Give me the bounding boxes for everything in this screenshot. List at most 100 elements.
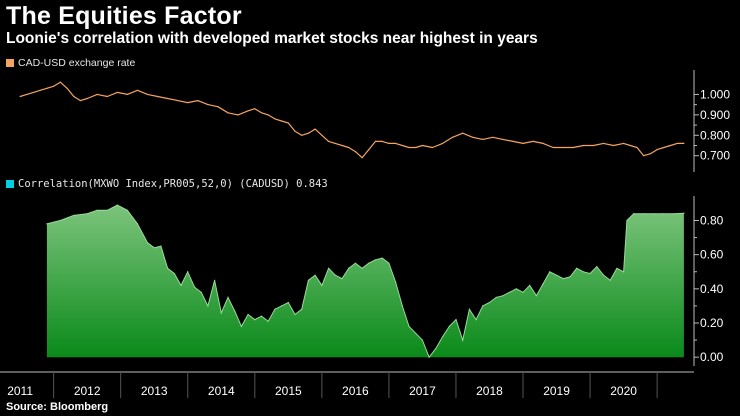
corr-point [73,214,75,216]
fx-point [676,142,678,144]
fx-point [79,100,82,102]
fx-point [96,93,98,95]
fx-point [512,140,514,142]
fx-point [267,114,269,116]
fx-point [656,149,658,151]
fx-point [636,146,638,149]
fx-point [415,146,417,149]
corr-point [633,213,635,215]
fx-point [663,146,665,149]
corr-point [442,336,444,338]
corr-legend-swatch [6,180,14,188]
corr-point [247,313,249,316]
corr-point [361,267,363,269]
fx-point [582,144,585,147]
fx-point [307,132,309,134]
corr-point [609,279,611,281]
corr-point [596,266,598,268]
fx-point [395,142,397,144]
fx-point [472,136,474,138]
corr-point [616,267,618,269]
fx-point [287,122,289,124]
fx-point [86,97,88,100]
corr-point [240,325,242,327]
fx-point [354,151,356,153]
fx-point [26,93,28,95]
x-axis: 2011 2012 2013 2014 2015 2016 2017 2018 2019 2020 [0,371,694,398]
fx-point [401,144,403,147]
corr-point [455,319,457,321]
corr-point [146,242,149,244]
fx-point [237,114,239,116]
corr-point [368,262,370,264]
fx-point [281,120,283,122]
corr-point [388,262,390,264]
fx-point [157,95,159,98]
corr-point [569,276,571,278]
corr-point [86,213,88,215]
corr-area [46,205,684,358]
corr-point [153,247,155,249]
fx-point [629,144,631,147]
fx-point [442,142,444,144]
fx-point [623,142,625,144]
fx-point [116,91,118,93]
corr-point [502,295,504,297]
corr-point [136,223,139,225]
fx-y-tick-label: 0.800 [700,128,730,142]
fx-line [19,81,684,159]
fx-point [532,140,534,142]
fx-point [374,140,377,142]
fx-y-tick-label: 0.700 [700,149,730,163]
fx-point [341,144,343,147]
corr-point [582,271,585,273]
fx-point [187,102,189,104]
corr-point [180,284,182,286]
corr-point [267,320,269,322]
corr-point [562,278,564,280]
fx-point [207,104,209,106]
corr-point [522,291,524,293]
fx-point [502,138,504,140]
corr-point [294,313,296,316]
corr-point [348,267,350,269]
corr-point [126,209,128,211]
fx-point [462,132,464,134]
corr-point [254,319,256,321]
corr-point [106,209,108,211]
fx-point [73,95,75,98]
corr-point [428,356,430,358]
fx-point [167,97,169,100]
corr-point [549,271,551,273]
corr-point [96,209,98,211]
x-tick-label: 2014 [208,384,235,398]
fx-point [217,106,219,108]
fx-point [314,128,316,130]
corr-point [307,279,309,281]
x-tick-label: 2012 [74,384,101,398]
corr-point [448,325,450,327]
corr-point [495,296,497,298]
x-tick-label: 2016 [342,384,369,398]
fx-point [106,95,108,98]
corr-point [274,308,276,310]
corr-point [623,271,625,273]
fx-point [361,157,363,159]
fx-point [39,89,41,91]
corr-point [602,274,605,276]
fx-panel: 0.700 0.800 0.900 1.000 [19,70,730,172]
corr-point [173,272,175,275]
corr-point [435,348,437,350]
corr-point [314,274,316,276]
corr-point [328,267,330,269]
x-tick-label: 2018 [476,384,503,398]
fx-point [572,146,574,149]
fx-point [247,110,249,112]
x-tick-label: 2015 [275,384,302,398]
fx-point [59,81,61,83]
fx-point [19,95,21,98]
corr-y-tick-label: 0.20 [700,316,724,330]
corr-point [643,213,645,215]
fx-legend-swatch [6,59,14,67]
